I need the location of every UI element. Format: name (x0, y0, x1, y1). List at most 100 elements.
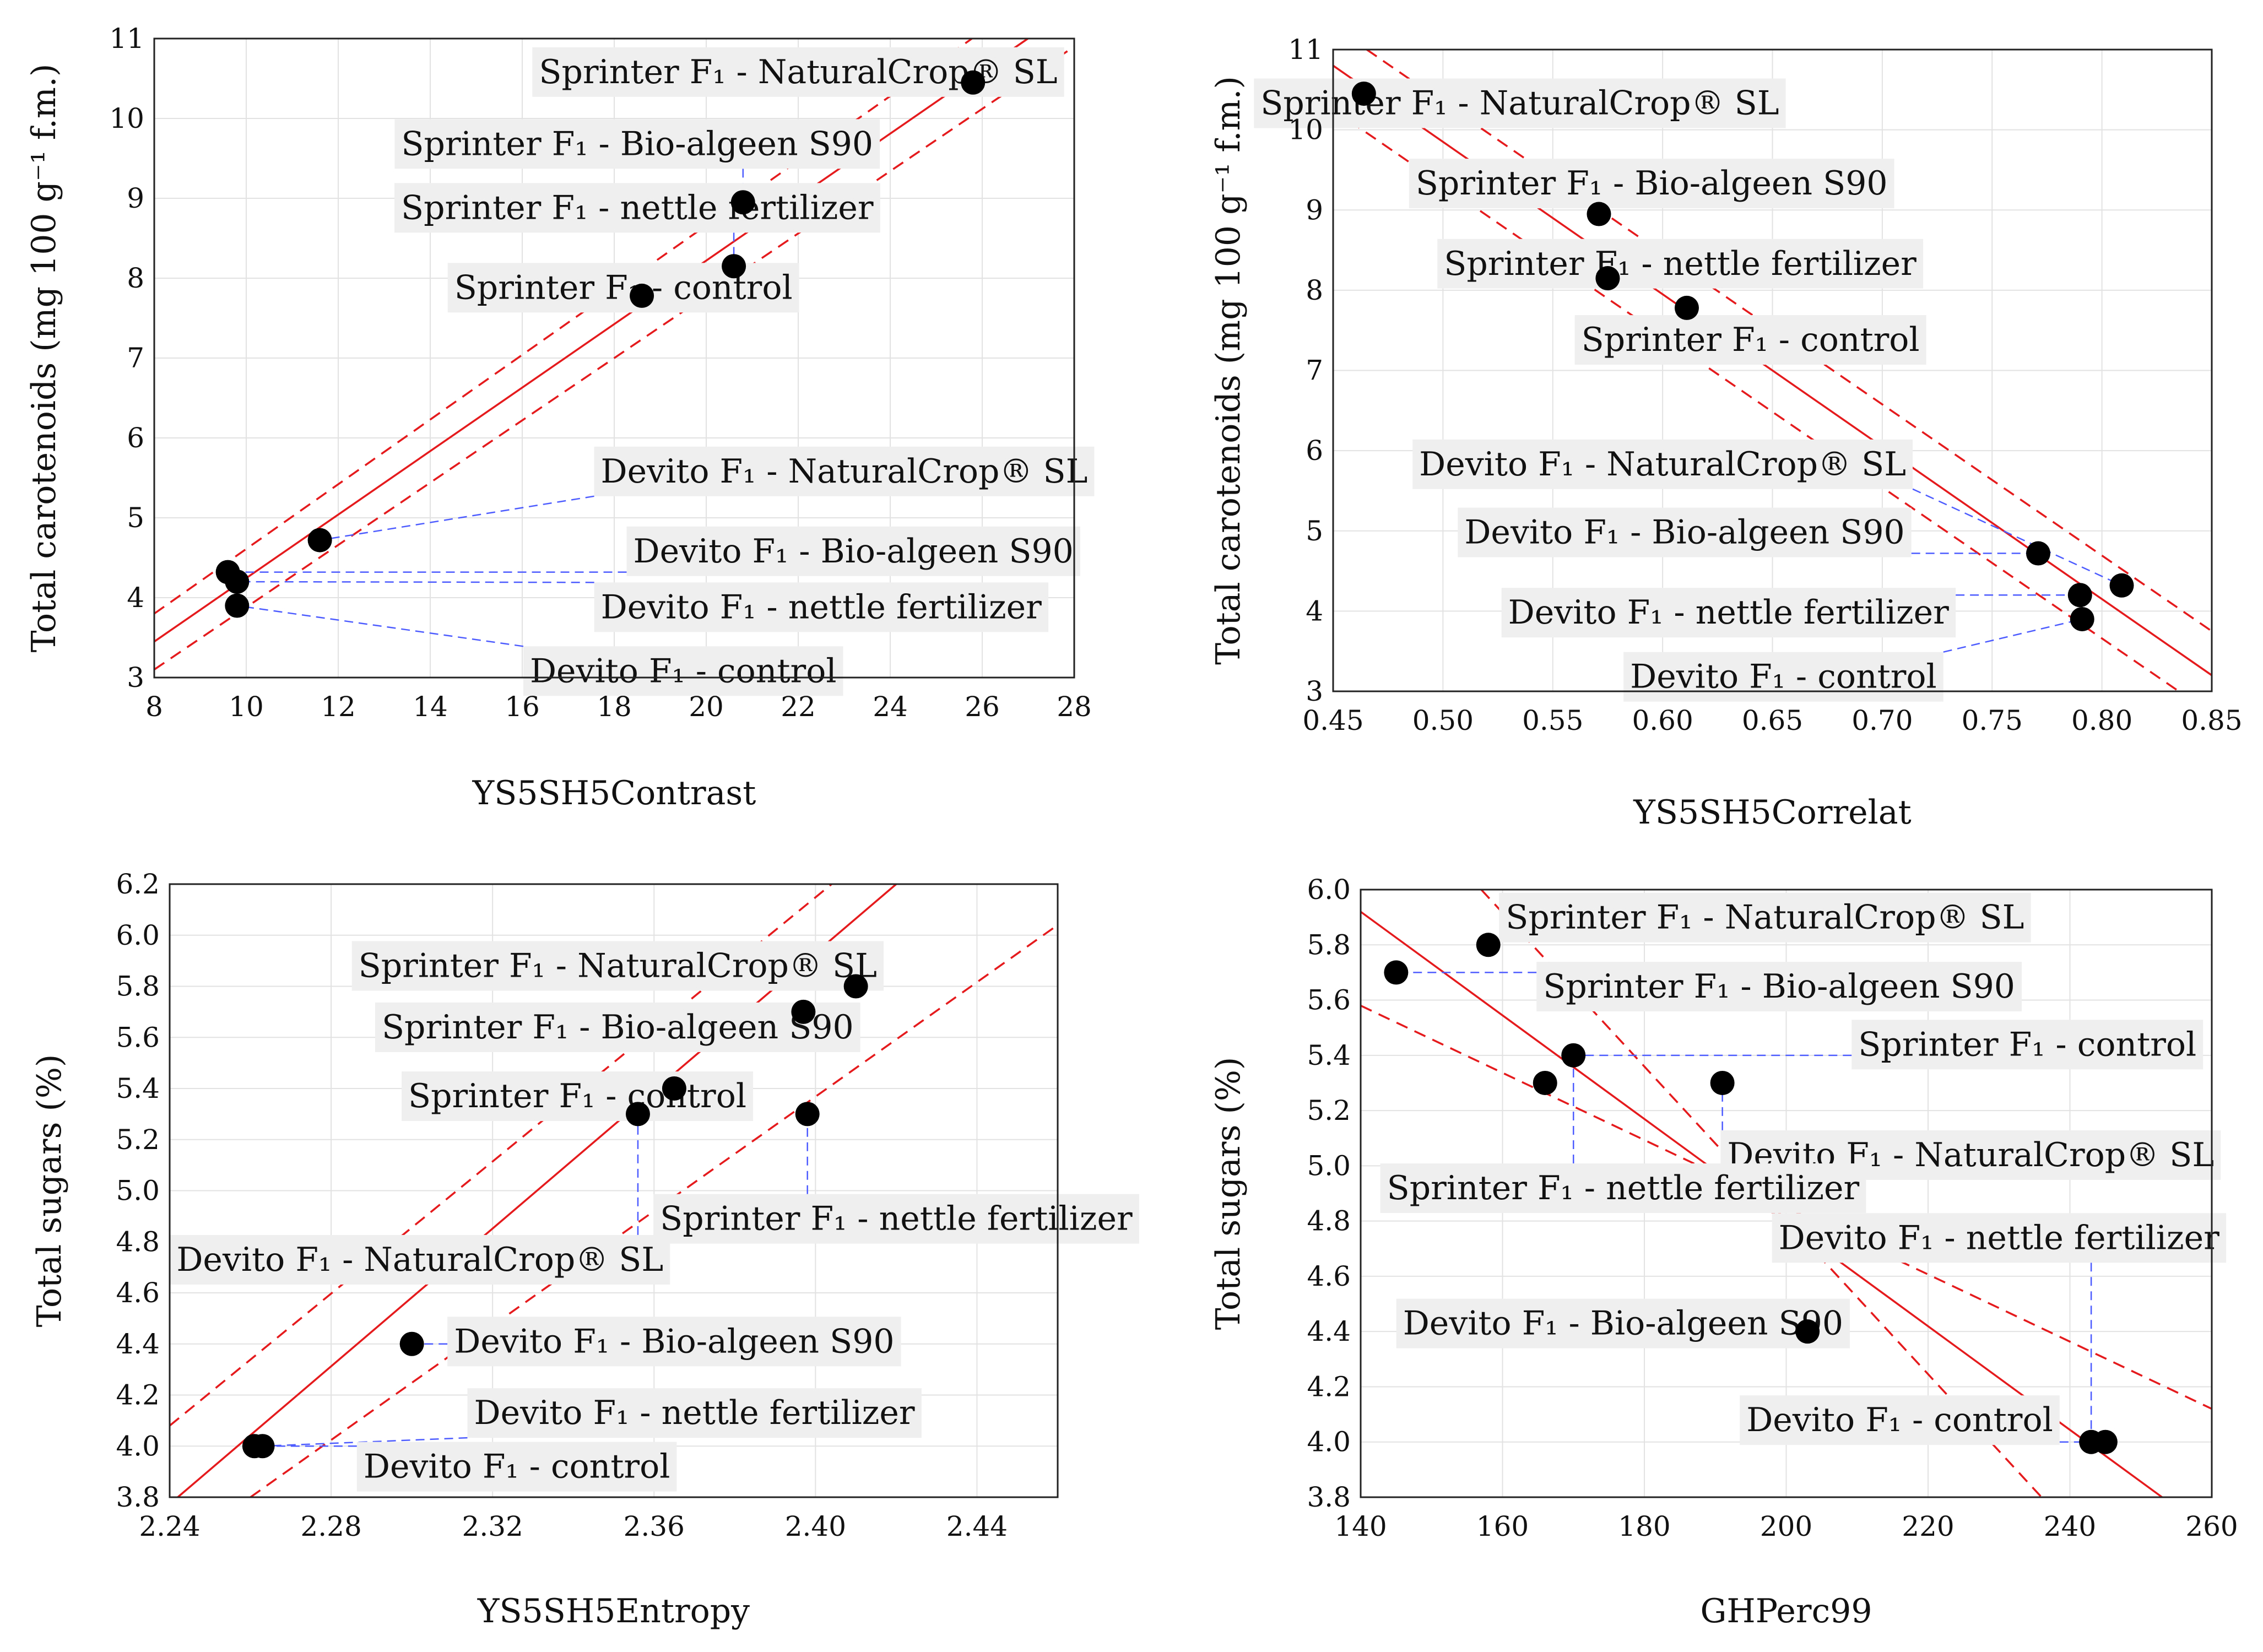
annotation-leader-line (1912, 488, 2123, 586)
y-tick-label: 10 (1288, 114, 1323, 146)
plot-area-frame (153, 37, 1075, 679)
annotation-background (523, 646, 843, 696)
y-tick-label: 5.4 (1307, 1039, 1351, 1071)
y-axis-label: Total sugars (%) (30, 1054, 69, 1328)
annotation-label: Sprinter F₁ - nettle fertilizer (394, 183, 880, 233)
annotation-label: Sprinter F₁ - Bio-algeen S90 (1409, 159, 1894, 209)
y-tick-label: 4.0 (116, 1430, 160, 1462)
annotation-background (1623, 652, 1943, 702)
annotation-label: Sprinter F₁ - Bio-algeen S90 (375, 1002, 860, 1052)
annotation-background (1740, 1395, 2060, 1445)
annotation-text: Devito F₁ - control (530, 652, 837, 690)
y-tick-label: 5.6 (116, 1021, 160, 1053)
annotation-label: Devito F₁ - control (356, 1442, 677, 1492)
x-tick-label: 0.85 (2181, 705, 2242, 736)
y-tick-label: 5 (127, 502, 144, 534)
x-tick-label: 140 (1334, 1510, 1387, 1542)
annotation-label: Sprinter F₁ - NaturalCrop® SL (532, 47, 1064, 97)
y-tick-label: 7 (1306, 355, 1323, 387)
annotation-label: Devito F₁ - nettle fertilizer (1772, 1213, 2227, 1263)
data-point (1351, 82, 1376, 106)
y-tick-label: 4.8 (116, 1226, 160, 1258)
annotation-background (1772, 1213, 2227, 1263)
x-tick-label: 0.60 (1632, 705, 1693, 736)
plot-area-frame (169, 883, 1059, 1498)
x-tick-label: 0.80 (2071, 705, 2132, 736)
data-point (722, 254, 746, 279)
panel-carotenoids-vs-contrast: Sprinter F₁ - NaturalCrop® SL Sprinter F₁… (25, 23, 1095, 813)
data-point (1384, 960, 1409, 985)
annotation-text: Sprinter F₁ - Bio-algeen S90 (1543, 967, 2015, 1006)
y-tick-label: 5.2 (1307, 1095, 1351, 1126)
annotation-label: Devito F₁ - control (1623, 652, 1943, 702)
y-tick-label: 4.6 (1307, 1260, 1351, 1292)
x-tick-label: 12 (321, 691, 356, 723)
data-point (625, 1102, 650, 1126)
annotation-label: Sprinter F₁ - NaturalCrop® SL (1499, 892, 2031, 943)
annotation-text: Devito F₁ - nettle fertilizer (1508, 593, 1949, 632)
y-tick-label: 11 (1288, 34, 1323, 66)
data-point (1710, 1070, 1735, 1095)
x-tick-label: 240 (2044, 1510, 2096, 1542)
annotation-text: Sprinter F₁ - NaturalCrop® SL (1260, 84, 1779, 123)
y-tick-label: 10 (109, 102, 144, 134)
data-point (2067, 583, 2092, 608)
data-point (843, 974, 868, 999)
annotation-background (594, 582, 1049, 632)
data-point (730, 190, 755, 215)
x-axis-label: YS5SH5Correlat (1633, 793, 1911, 832)
annotation-background (594, 446, 1095, 496)
annotation-background (170, 1234, 670, 1285)
annotation-leader-line (237, 605, 524, 647)
annotation-background (375, 1002, 860, 1052)
x-tick-label: 180 (1618, 1510, 1670, 1542)
y-tick-label: 5.6 (1307, 984, 1351, 1016)
annotation-background (1409, 159, 1894, 209)
data-point (1595, 266, 1620, 291)
y-axis-label: Total carotenoids (mg 100 g⁻¹ f.m.) (25, 64, 63, 653)
annotation-background (1412, 439, 1913, 489)
annotation-text: Sprinter F₁ - control (1582, 321, 1920, 359)
annotation-text: Sprinter F₁ - control (408, 1077, 746, 1115)
annotation-text: Sprinter F₁ - NaturalCrop® SL (359, 947, 877, 985)
y-tick-label: 5.8 (116, 971, 160, 1003)
panel-sugars-vs-ghperc99: Sprinter F₁ - NaturalCrop® SL Sprinter F₁… (1209, 874, 2238, 1631)
annotation-text: Sprinter F₁ - NaturalCrop® SL (1506, 898, 2024, 937)
data-point (250, 1434, 275, 1459)
annotation-label: Devito F₁ - Bio-algeen S90 (1396, 1298, 1850, 1348)
y-tick-label: 3.8 (1307, 1481, 1351, 1513)
x-tick-label: 28 (1057, 691, 1092, 723)
y-tick-label: 6 (127, 422, 144, 454)
annotation-text: Devito F₁ - Bio-algeen S90 (634, 532, 1074, 571)
annotation-text: Devito F₁ - NaturalCrop® SL (176, 1241, 663, 1279)
annotation-background (1499, 892, 2031, 943)
x-tick-label: 24 (873, 691, 908, 723)
y-tick-label: 5 (1306, 515, 1323, 547)
annotation-label: Sprinter F₁ - nettle fertilizer (1380, 1163, 1866, 1214)
data-point (961, 70, 986, 95)
x-tick-label: 2.36 (624, 1510, 685, 1542)
annotation-label: Devito F₁ - nettle fertilizer (1501, 588, 1956, 638)
annotation-text: Devito F₁ - NaturalCrop® SL (601, 452, 1088, 491)
annotation-background (1458, 507, 1912, 557)
y-tick-label: 11 (109, 23, 144, 55)
data-point (2109, 573, 2134, 598)
data-point (791, 999, 816, 1024)
annotation-label: Sprinter F₁ - control (1574, 315, 1926, 365)
annotation-background (1501, 588, 1956, 638)
annotation-text: Devito F₁ - control (1746, 1401, 2053, 1439)
annotation-text: Sprinter F₁ - nettle fertilizer (401, 188, 874, 227)
x-tick-label: 0.50 (1412, 705, 1474, 736)
x-tick-label: 8 (145, 691, 163, 723)
y-tick-label: 4.4 (1307, 1315, 1351, 1347)
confidence-lower-line (154, 46, 1075, 670)
annotation-label: Sprinter F₁ - nettle fertilizer (653, 1194, 1139, 1244)
y-tick-label: 4.0 (1307, 1426, 1351, 1458)
regression-line (154, 37, 1028, 643)
annotation-background (1396, 1298, 1850, 1348)
annotation-text: Sprinter F₁ - nettle fertilizer (660, 1200, 1133, 1238)
annotation-background (351, 941, 884, 991)
x-axis-label: YS5SH5Entropy (477, 1592, 750, 1631)
plot-area-frame (1360, 889, 2213, 1498)
annotation-text: Devito F₁ - Bio-algeen S90 (1464, 513, 1904, 552)
